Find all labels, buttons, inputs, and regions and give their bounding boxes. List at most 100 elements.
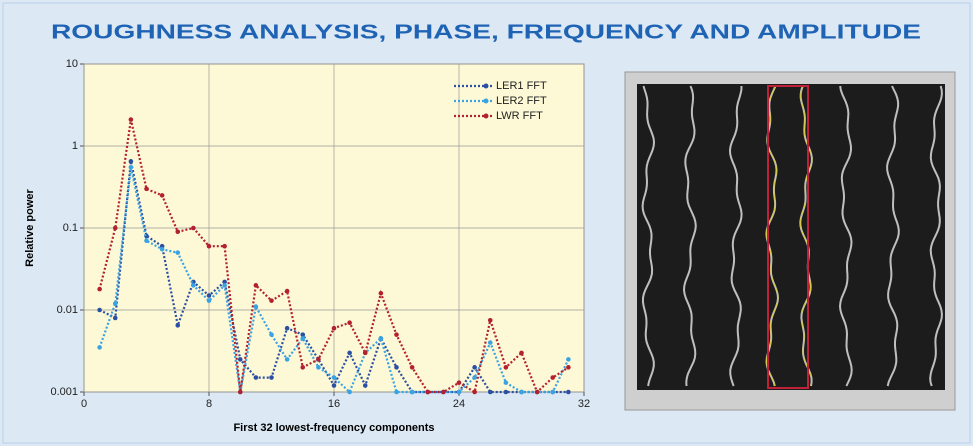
point [316, 357, 321, 362]
point [550, 389, 556, 395]
point [362, 350, 368, 356]
x-tick-label: 32 [578, 398, 590, 410]
point [409, 365, 415, 370]
edge-line [641, 85, 656, 387]
point [441, 389, 446, 395]
point [519, 389, 524, 395]
point [503, 365, 509, 370]
point [222, 279, 227, 285]
legend-marker [483, 98, 489, 104]
point [128, 159, 134, 164]
point [394, 389, 399, 395]
edge-line [838, 85, 853, 387]
point [566, 389, 571, 395]
x-tick-label: 16 [328, 398, 340, 410]
point [331, 375, 337, 380]
point [503, 380, 509, 385]
point [269, 375, 274, 380]
image [637, 84, 945, 390]
x-axis-label: First 32 lowest-frequency components [233, 422, 434, 434]
point [97, 307, 102, 313]
point [472, 375, 477, 380]
point [206, 293, 212, 298]
point [472, 389, 477, 395]
point [362, 383, 368, 388]
point [253, 283, 259, 288]
point [159, 246, 165, 252]
point [316, 365, 321, 370]
point [175, 229, 181, 235]
point [394, 332, 399, 337]
point [128, 117, 134, 122]
sem-image [624, 71, 956, 411]
point [378, 336, 384, 341]
point [534, 389, 540, 395]
legend-marker [483, 113, 489, 119]
x-tick-label: 0 [81, 398, 87, 410]
point [300, 332, 306, 337]
point [144, 186, 149, 192]
point [503, 389, 509, 395]
point [409, 389, 415, 395]
point [550, 375, 556, 380]
point [300, 336, 306, 341]
point [378, 290, 384, 296]
y-axis-label: Relative power [24, 188, 36, 266]
point [237, 357, 243, 362]
point [269, 332, 274, 337]
point [175, 323, 181, 328]
point [191, 283, 196, 288]
point [331, 383, 337, 388]
point [284, 325, 290, 331]
point [566, 365, 571, 370]
y-tick-label: 0.01 [57, 304, 78, 316]
point [237, 389, 243, 395]
x-tick-label: 8 [206, 398, 212, 410]
point [472, 365, 477, 370]
point [253, 304, 259, 309]
legend-label: LER1 FFT [496, 80, 547, 92]
point [487, 340, 493, 345]
point [269, 298, 274, 303]
point [347, 350, 352, 356]
legend-label: LWR FFT [496, 110, 543, 122]
edge-line [886, 85, 900, 387]
point [347, 389, 352, 395]
point [300, 365, 306, 370]
point [284, 288, 290, 294]
point [519, 350, 524, 356]
point [112, 225, 118, 231]
point [456, 380, 462, 385]
selection-box [767, 85, 809, 389]
point [222, 283, 227, 288]
point [284, 357, 290, 362]
point [97, 345, 102, 350]
point [253, 375, 259, 380]
point [112, 301, 118, 306]
point [347, 320, 352, 326]
point [128, 164, 134, 170]
legend-marker [483, 83, 489, 89]
edge-trace [799, 85, 813, 387]
point [222, 243, 227, 249]
y-tick-label: 0.1 [63, 222, 78, 234]
point [425, 389, 431, 395]
point [112, 315, 118, 321]
edge-line [728, 85, 743, 387]
point [206, 243, 212, 249]
x-tick-label: 24 [453, 398, 465, 410]
point [159, 193, 165, 198]
point [394, 365, 399, 370]
point [175, 250, 181, 255]
point [566, 357, 571, 362]
point [97, 286, 102, 292]
chart-title: ROUGHNESS ANALYSIS, PHASE, FREQUENCY AND… [51, 21, 921, 43]
edge-line [682, 85, 697, 387]
y-tick-label: 10 [66, 58, 78, 70]
point [487, 317, 493, 323]
point [144, 238, 149, 244]
point [487, 389, 493, 395]
